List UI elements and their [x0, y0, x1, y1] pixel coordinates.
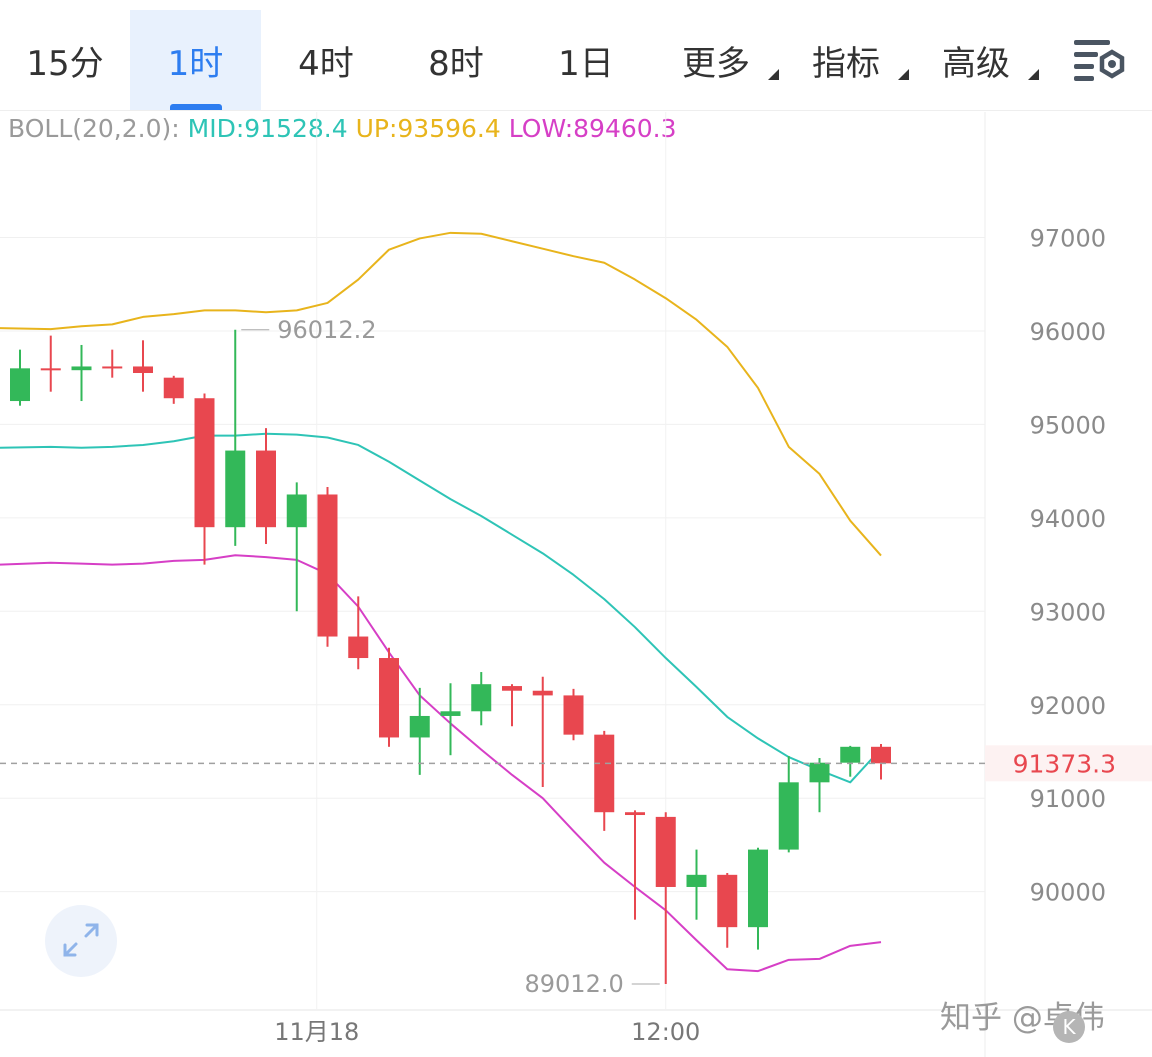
tab-label: 8时 — [428, 43, 484, 84]
candle-body — [317, 494, 338, 637]
y-tick-label: 95000 — [1030, 411, 1106, 439]
candle-body — [532, 690, 553, 696]
candle-body — [71, 366, 92, 371]
dropdown-corner-icon — [898, 69, 909, 80]
tab-label: 指标 — [812, 43, 880, 84]
chart-settings-icon[interactable] — [1068, 34, 1128, 86]
candle-body — [409, 715, 430, 738]
candle-body — [871, 746, 891, 764]
candle-body — [840, 746, 861, 763]
dropdown-corner-icon — [768, 69, 779, 80]
candle-body — [809, 762, 830, 783]
y-tick-label: 92000 — [1030, 692, 1106, 720]
candle-body — [286, 494, 307, 528]
candle-body — [502, 686, 522, 691]
candlestick-chart[interactable]: 97000 96000 95000 94000 93000 92000 91000 90000… — [0, 112, 1152, 1057]
candle-body — [163, 377, 184, 399]
candle-body — [748, 849, 768, 928]
boll-mid-line — [0, 432, 882, 784]
tab-label: 1日 — [558, 43, 614, 84]
tab-more[interactable]: 更多 — [651, 10, 781, 110]
candle-body — [40, 368, 61, 371]
candle-body — [225, 450, 246, 528]
boll-low-value: LOW:89460.3 — [508, 114, 677, 143]
tab-indicators[interactable]: 指标 — [781, 10, 911, 110]
tab-4hour[interactable]: 4时 — [261, 10, 391, 110]
candle-body — [379, 658, 399, 738]
candle-body — [10, 368, 30, 402]
expand-arrows-icon[interactable] — [45, 905, 117, 977]
tab-label: 4时 — [298, 43, 354, 84]
tab-1hour[interactable]: 1时 — [130, 10, 261, 110]
tab-label: 高级 — [942, 43, 1010, 84]
watermark-logo: K — [1053, 1011, 1085, 1043]
y-tick-label: 97000 — [1030, 225, 1106, 253]
tab-label: 更多 — [682, 43, 750, 84]
y-tick-label: 91000 — [1030, 785, 1106, 813]
y-tick-label: 96000 — [1030, 318, 1106, 346]
x-tick-label: 11月18 — [274, 1018, 359, 1046]
y-tick-label: 94000 — [1030, 505, 1106, 533]
boll-mid-value: MID:91528.4 — [187, 114, 348, 143]
boll-upper-line — [0, 231, 882, 557]
candle-body — [194, 398, 215, 528]
tab-label: 15分 — [26, 43, 104, 84]
tab-advanced[interactable]: 高级 — [911, 10, 1041, 110]
y-tick-label: 93000 — [1030, 598, 1106, 626]
low-marker-label: 89012.0 — [525, 970, 624, 998]
candle-body — [594, 734, 615, 813]
candle-body — [348, 636, 369, 659]
tab-1day[interactable]: 1日 — [521, 10, 651, 110]
candle-body — [256, 450, 276, 528]
candle-body — [102, 366, 123, 369]
boll-label: BOLL(20,2.0): — [8, 114, 180, 143]
candle-body — [686, 874, 707, 887]
last-price-label: 91373.3 — [1013, 749, 1116, 778]
candle-body — [655, 816, 676, 887]
last-price-box — [985, 745, 1152, 782]
tab-label: 1时 — [167, 43, 224, 84]
boll-legend: BOLL(20,2.0): MID:91528.4 UP:93596.4 LOW… — [8, 114, 677, 143]
candle-body — [563, 695, 584, 735]
candle-body — [625, 812, 645, 816]
interval-tab-bar: 15分 1时 4时 8时 1日 更多 指标 高级 — [0, 0, 1152, 111]
tab-15min[interactable]: 15分 — [0, 10, 130, 110]
candle-body — [717, 874, 738, 928]
boll-up-value: UP:93596.4 — [355, 114, 501, 143]
dropdown-corner-icon — [1028, 69, 1039, 80]
tab-8hour[interactable]: 8时 — [391, 10, 521, 110]
candle-body — [133, 366, 153, 374]
y-tick-label: 90000 — [1030, 879, 1106, 907]
x-tick-label: 12:00 — [631, 1018, 700, 1046]
candle-body — [778, 782, 799, 850]
candle-body — [471, 684, 492, 712]
active-tab-indicator — [169, 104, 222, 110]
candle-body — [440, 711, 461, 716]
high-marker-label: 96012.2 — [277, 316, 376, 344]
